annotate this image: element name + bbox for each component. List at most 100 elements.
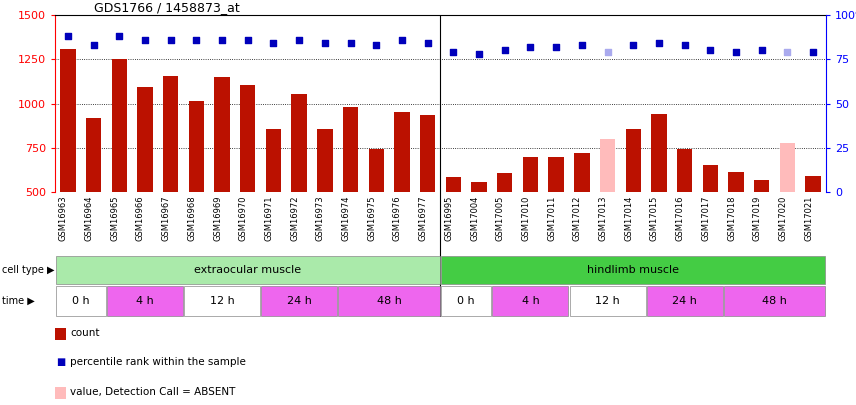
- Point: [704, 47, 717, 53]
- Bar: [574, 153, 590, 192]
- Point: [292, 36, 306, 43]
- Text: GSM17013: GSM17013: [598, 195, 608, 241]
- Text: extraocular muscle: extraocular muscle: [194, 265, 301, 275]
- Text: GSM16977: GSM16977: [419, 195, 428, 241]
- Bar: [291, 94, 306, 192]
- Text: 12 h: 12 h: [210, 296, 235, 306]
- Text: GSM17019: GSM17019: [752, 195, 762, 241]
- Bar: [188, 101, 204, 192]
- Point: [781, 49, 794, 55]
- Text: value, Detection Call = ABSENT: value, Detection Call = ABSENT: [70, 386, 235, 396]
- Bar: [369, 149, 384, 192]
- Text: 0 h: 0 h: [457, 296, 475, 306]
- Bar: [523, 158, 538, 192]
- Bar: [214, 77, 229, 192]
- Point: [395, 36, 409, 43]
- Bar: [805, 176, 821, 192]
- Bar: [549, 157, 564, 192]
- Text: 48 h: 48 h: [377, 296, 401, 306]
- Text: GSM16971: GSM16971: [265, 195, 273, 241]
- Bar: [261, 286, 337, 316]
- Point: [189, 36, 203, 43]
- Point: [806, 49, 820, 55]
- Point: [652, 40, 666, 47]
- Text: GSM17005: GSM17005: [496, 195, 505, 241]
- Text: 4 h: 4 h: [521, 296, 539, 306]
- Text: GDS1766 / 1458873_at: GDS1766 / 1458873_at: [93, 1, 240, 14]
- Text: GSM17010: GSM17010: [521, 195, 531, 241]
- Bar: [60, 49, 75, 192]
- Bar: [111, 59, 127, 192]
- Point: [627, 42, 640, 48]
- Text: GSM16974: GSM16974: [342, 195, 351, 241]
- Point: [601, 49, 615, 55]
- Bar: [86, 118, 101, 192]
- Text: 24 h: 24 h: [287, 296, 312, 306]
- Text: 4 h: 4 h: [136, 296, 154, 306]
- Point: [755, 47, 769, 53]
- Bar: [497, 173, 513, 192]
- Bar: [677, 149, 693, 192]
- Bar: [56, 286, 106, 316]
- Text: GSM16963: GSM16963: [59, 195, 68, 241]
- Bar: [441, 256, 825, 284]
- Point: [678, 42, 692, 48]
- Text: GSM16976: GSM16976: [393, 195, 402, 241]
- Bar: [338, 286, 440, 316]
- Bar: [137, 87, 152, 192]
- Point: [524, 44, 538, 50]
- Bar: [343, 107, 359, 192]
- Bar: [626, 129, 641, 192]
- Text: GSM16966: GSM16966: [136, 195, 145, 241]
- Text: GSM17016: GSM17016: [675, 195, 685, 241]
- Bar: [492, 286, 568, 316]
- Bar: [163, 76, 178, 192]
- Text: GSM17014: GSM17014: [624, 195, 633, 241]
- Bar: [780, 143, 795, 192]
- Text: 24 h: 24 h: [672, 296, 697, 306]
- Text: GSM17004: GSM17004: [470, 195, 479, 241]
- Text: count: count: [70, 328, 100, 338]
- Point: [421, 40, 435, 47]
- Point: [86, 42, 100, 48]
- Bar: [728, 172, 744, 192]
- Text: GSM16969: GSM16969: [213, 195, 222, 241]
- Point: [370, 42, 383, 48]
- Text: hindlimb muscle: hindlimb muscle: [587, 265, 680, 275]
- Text: GSM17020: GSM17020: [778, 195, 788, 241]
- Text: percentile rank within the sample: percentile rank within the sample: [70, 357, 247, 367]
- Text: GSM16973: GSM16973: [316, 195, 324, 241]
- Text: GSM16968: GSM16968: [187, 195, 196, 241]
- Bar: [240, 85, 255, 192]
- Point: [447, 49, 461, 55]
- Text: GSM16995: GSM16995: [444, 195, 454, 241]
- Text: 0 h: 0 h: [72, 296, 90, 306]
- Point: [138, 36, 152, 43]
- Bar: [265, 129, 281, 192]
- Point: [215, 36, 229, 43]
- Bar: [317, 129, 333, 192]
- Point: [498, 47, 512, 53]
- Bar: [107, 286, 183, 316]
- Text: time ▶: time ▶: [2, 296, 34, 306]
- Text: GSM16972: GSM16972: [290, 195, 299, 241]
- Point: [575, 42, 589, 48]
- Bar: [441, 286, 491, 316]
- Bar: [420, 115, 436, 192]
- Point: [241, 36, 254, 43]
- Text: 48 h: 48 h: [762, 296, 787, 306]
- Point: [163, 36, 177, 43]
- Bar: [651, 114, 667, 192]
- Text: ■: ■: [56, 357, 65, 367]
- Text: GSM17011: GSM17011: [547, 195, 556, 241]
- Text: GSM17015: GSM17015: [650, 195, 659, 241]
- Bar: [754, 179, 770, 192]
- Bar: [646, 286, 722, 316]
- Bar: [723, 286, 825, 316]
- Point: [344, 40, 358, 47]
- Text: GSM16965: GSM16965: [110, 195, 119, 241]
- Point: [112, 33, 126, 39]
- Bar: [600, 139, 615, 192]
- Text: 12 h: 12 h: [595, 296, 620, 306]
- Point: [266, 40, 280, 47]
